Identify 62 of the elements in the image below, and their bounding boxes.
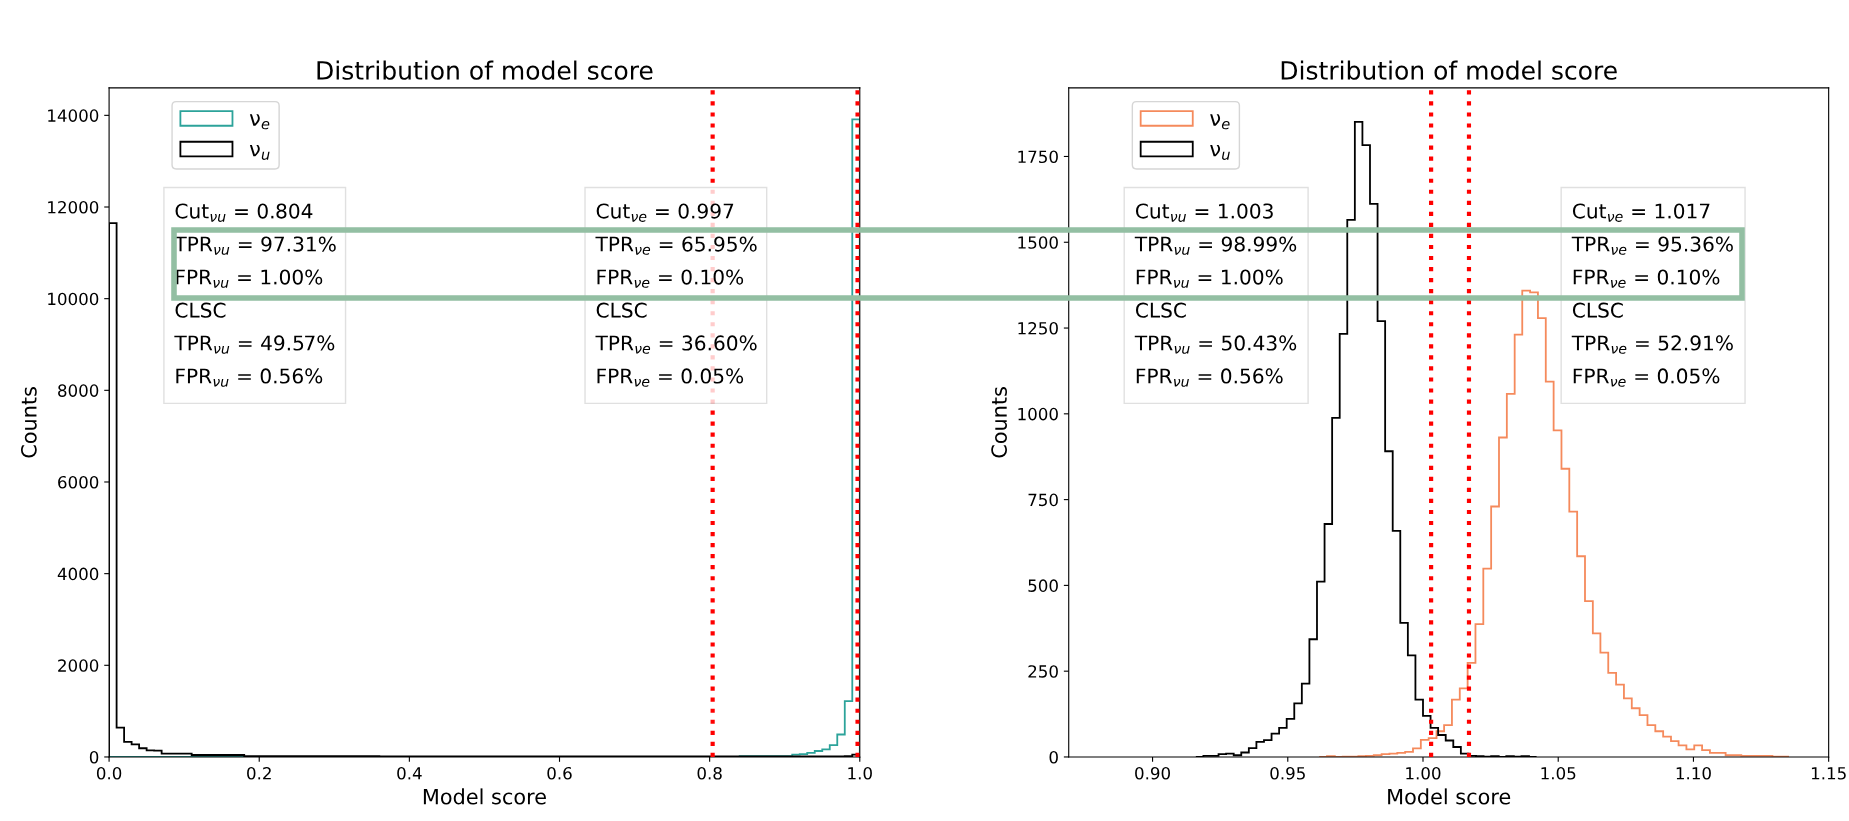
x-tick-label: 0.2	[247, 766, 271, 780]
y-tick-label: 1750	[1018, 150, 1058, 164]
y-tick-label: 10000	[48, 292, 99, 306]
x-tick-label: 0.8	[697, 766, 722, 780]
annotation: TPR$_{νu}$ = 50.43%	[1134, 335, 1297, 354]
y-tick-label: 4000	[57, 567, 99, 581]
annotation: CLSC	[175, 302, 226, 318]
y-tick-label: 1500	[1018, 236, 1058, 249]
x-tick-label: 0.90	[1135, 766, 1171, 780]
y-tick-label: 12000	[48, 200, 99, 214]
annotation: TPR$_{νe}$ = 65.95%	[595, 236, 757, 255]
y-tick-label: 2000	[58, 659, 99, 672]
annotation: Cut$_{νu}$ = 1.003	[1135, 203, 1273, 222]
annotation: CLSC	[1135, 302, 1186, 318]
y-tick-label: 1000	[1018, 407, 1058, 421]
y-axis-title: Counts	[991, 387, 1007, 458]
y-tick-label: 8000	[58, 384, 99, 397]
annotation: TPR$_{νu}$ = 49.57%	[174, 335, 335, 354]
annotation: TPR$_{νe}$ = 52.91%	[1571, 335, 1733, 354]
x-tick-label: 1.10	[1676, 766, 1711, 780]
x-tick-label: 1.0	[848, 766, 872, 780]
y-tick-label: 6000	[58, 475, 99, 489]
x-tick-label: 1.00	[1406, 766, 1441, 780]
annotation: Cut$_{νu}$ = 0.804	[175, 203, 313, 222]
y-tick-label: 250	[1028, 665, 1058, 678]
x-tick-label: 0.0	[96, 766, 122, 780]
y-tick-label: 0	[89, 750, 99, 764]
annotation: Cut$_{νe}$ = 1.017	[1572, 203, 1710, 222]
y-tick-label: 1250	[1018, 322, 1058, 335]
annotation: TPR$_{νu}$ = 97.31%	[174, 236, 336, 255]
legend-label: ν$_{u}$	[1210, 144, 1230, 160]
annotation: TPR$_{νu}$ = 98.99%	[1134, 236, 1297, 255]
annotation: FPR$_{νe}$ = 0.10%	[1573, 269, 1720, 288]
x-axis-title: Model score	[1388, 788, 1511, 805]
x-tick-label: 0.95	[1270, 766, 1305, 780]
x-tick-label: 0.4	[397, 766, 422, 780]
annotation: FPR$_{νu}$ = 0.56%	[1136, 368, 1283, 387]
annotation: FPR$_{νe}$ = 0.10%	[597, 269, 744, 288]
chart-title: Distribution of model score	[317, 60, 653, 80]
chart-title: Distribution of model score	[1281, 60, 1617, 80]
legend-label: ν$_{u}$	[249, 144, 270, 160]
x-axis-title: Model score	[423, 788, 546, 805]
x-tick-label: 1.05	[1541, 766, 1576, 780]
x-tick-label: 1.15	[1811, 767, 1846, 780]
x-tick-label: 0.6	[547, 766, 572, 780]
annotation: TPR$_{νe}$ = 95.36%	[1571, 236, 1733, 255]
annotation: CLSC	[596, 302, 647, 318]
annotation: FPR$_{νe}$ = 0.05%	[1573, 368, 1720, 387]
y-axis-title: Counts	[21, 387, 37, 458]
y-tick-label: 14000	[48, 109, 99, 122]
y-tick-label: 500	[1028, 579, 1058, 592]
legend-label: ν$_{e}$	[249, 114, 270, 130]
annotation: Cut$_{νe}$ = 0.997	[596, 203, 734, 222]
annotation: FPR$_{νe}$ = 0.05%	[597, 368, 744, 387]
annotation: FPR$_{νu}$ = 1.00%	[176, 269, 323, 288]
annotation: FPR$_{νu}$ = 1.00%	[1136, 269, 1283, 288]
y-tick-label: 0	[1049, 750, 1058, 764]
annotation: CLSC	[1572, 302, 1623, 318]
annotation: FPR$_{νu}$ = 0.56%	[176, 368, 323, 387]
y-tick-label: 750	[1028, 493, 1058, 507]
annotation: TPR$_{νe}$ = 36.60%	[595, 335, 757, 354]
legend-label: ν$_{e}$	[1210, 114, 1230, 130]
